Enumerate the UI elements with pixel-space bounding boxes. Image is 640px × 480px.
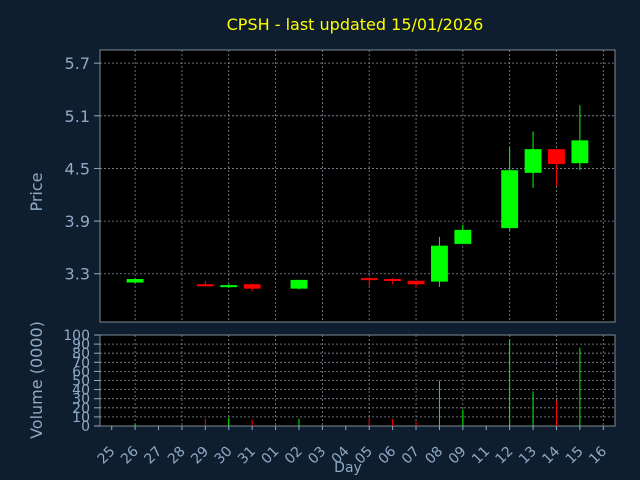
candle-body (220, 285, 238, 288)
candle-body (524, 149, 542, 173)
volume-y-tick-label: 50 (72, 374, 90, 390)
volume-y-tick-label: 40 (72, 383, 90, 399)
candle-body (548, 149, 565, 165)
candle-body (571, 140, 589, 164)
price-axis-label: Price (27, 172, 46, 211)
volume-y-tick-label: 80 (72, 346, 90, 362)
candle-body (431, 245, 448, 282)
volume-y-tick-label: 70 (72, 355, 90, 371)
volume-y-tick-label: 30 (72, 392, 90, 408)
price-y-tick-label: 3.9 (65, 212, 90, 231)
candle-body (407, 280, 425, 285)
candle-body (501, 170, 519, 229)
candles (126, 105, 589, 292)
candle-body (243, 284, 261, 289)
volume-grid (100, 334, 615, 427)
price-y-ticks: 3.3 3.9 4.5 5.1 5.7 (65, 54, 100, 284)
x-axis-label: Day (334, 460, 362, 476)
price-y-tick-label: 5.7 (65, 54, 90, 73)
chart-title: CPSH - last updated 15/01/2026 (227, 15, 484, 34)
candle-body (454, 229, 472, 244)
price-y-tick-label: 5.1 (65, 107, 90, 126)
volume-y-tick-label: 60 (72, 364, 90, 380)
price-panel: 3.3 3.9 4.5 5.1 5.7 (65, 49, 616, 323)
volume-axis-label: Volume (0000) (27, 321, 46, 439)
price-y-tick-label: 4.5 (65, 159, 90, 178)
volume-y-tick-label: 100 (63, 328, 90, 344)
candle-body (196, 284, 214, 287)
volume-y-tick-label: 10 (72, 410, 90, 426)
candle-body (126, 279, 144, 283)
price-grid (100, 50, 615, 322)
volume-bars (134, 339, 581, 426)
price-plot-area (99, 49, 616, 323)
candle-body (360, 278, 378, 281)
volume-y-tick-label: 90 (72, 337, 90, 353)
volume-y-tick-label: 0 (81, 419, 90, 435)
candle-body (290, 279, 308, 289)
candle-body (384, 279, 402, 282)
volume-y-tick-label: 20 (72, 401, 90, 417)
price-y-tick-label: 3.3 (65, 265, 90, 284)
